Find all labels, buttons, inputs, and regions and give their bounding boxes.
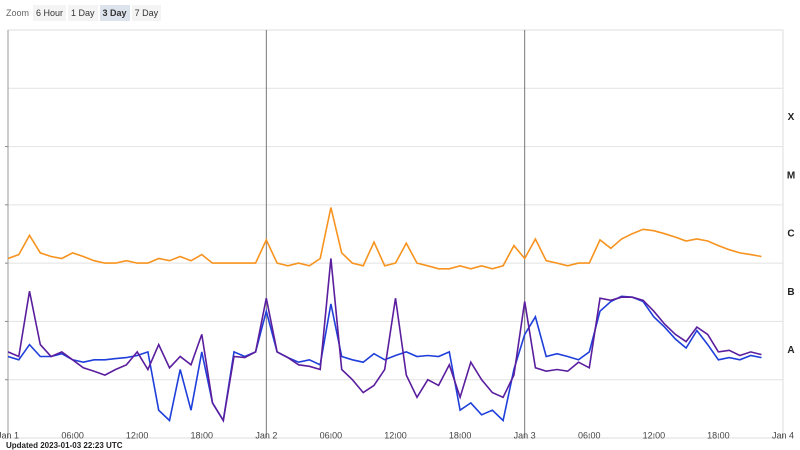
x-tick-label: 12:00 <box>384 430 407 440</box>
x-tick-label: 18:00 <box>449 430 472 440</box>
x-tick-label: Jan 4 <box>772 430 794 440</box>
x-tick-label: 12:00 <box>643 430 666 440</box>
x-tick-label: 18:00 <box>707 430 730 440</box>
x-tick-label: 06:00 <box>61 430 84 440</box>
x-tick-label: Jan 3 <box>514 430 536 440</box>
updated-text: Updated 2023-01-03 22:23 UTC <box>6 441 123 450</box>
x-tick-label: Jan 1 <box>0 430 19 440</box>
zoom-button[interactable]: 3 Day <box>99 5 130 21</box>
zoom-bar: Zoom 6 Hour 1 Day 3 Day 7 Day <box>6 4 163 22</box>
x-tick-label: 06:00 <box>578 430 601 440</box>
class-label: X <box>788 112 795 123</box>
x-tick-label: 06:00 <box>320 430 343 440</box>
series-line <box>8 295 762 423</box>
zoom-button[interactable]: 7 Day <box>131 5 162 21</box>
x-tick-label: Jan 2 <box>255 430 277 440</box>
x-tick-label: 18:00 <box>190 430 213 440</box>
zoom-button[interactable]: 1 Day <box>68 5 98 21</box>
class-label: A <box>787 345 794 356</box>
zoom-button[interactable]: 6 Hour <box>33 5 67 21</box>
zoom-label: Zoom <box>6 8 30 18</box>
x-tick-label: 12:00 <box>126 430 149 440</box>
plot-lines <box>8 207 762 423</box>
series-line <box>8 258 762 423</box>
class-label: M <box>787 170 795 181</box>
class-label: B <box>787 287 794 298</box>
class-label: C <box>787 229 794 240</box>
series-line <box>8 207 762 270</box>
